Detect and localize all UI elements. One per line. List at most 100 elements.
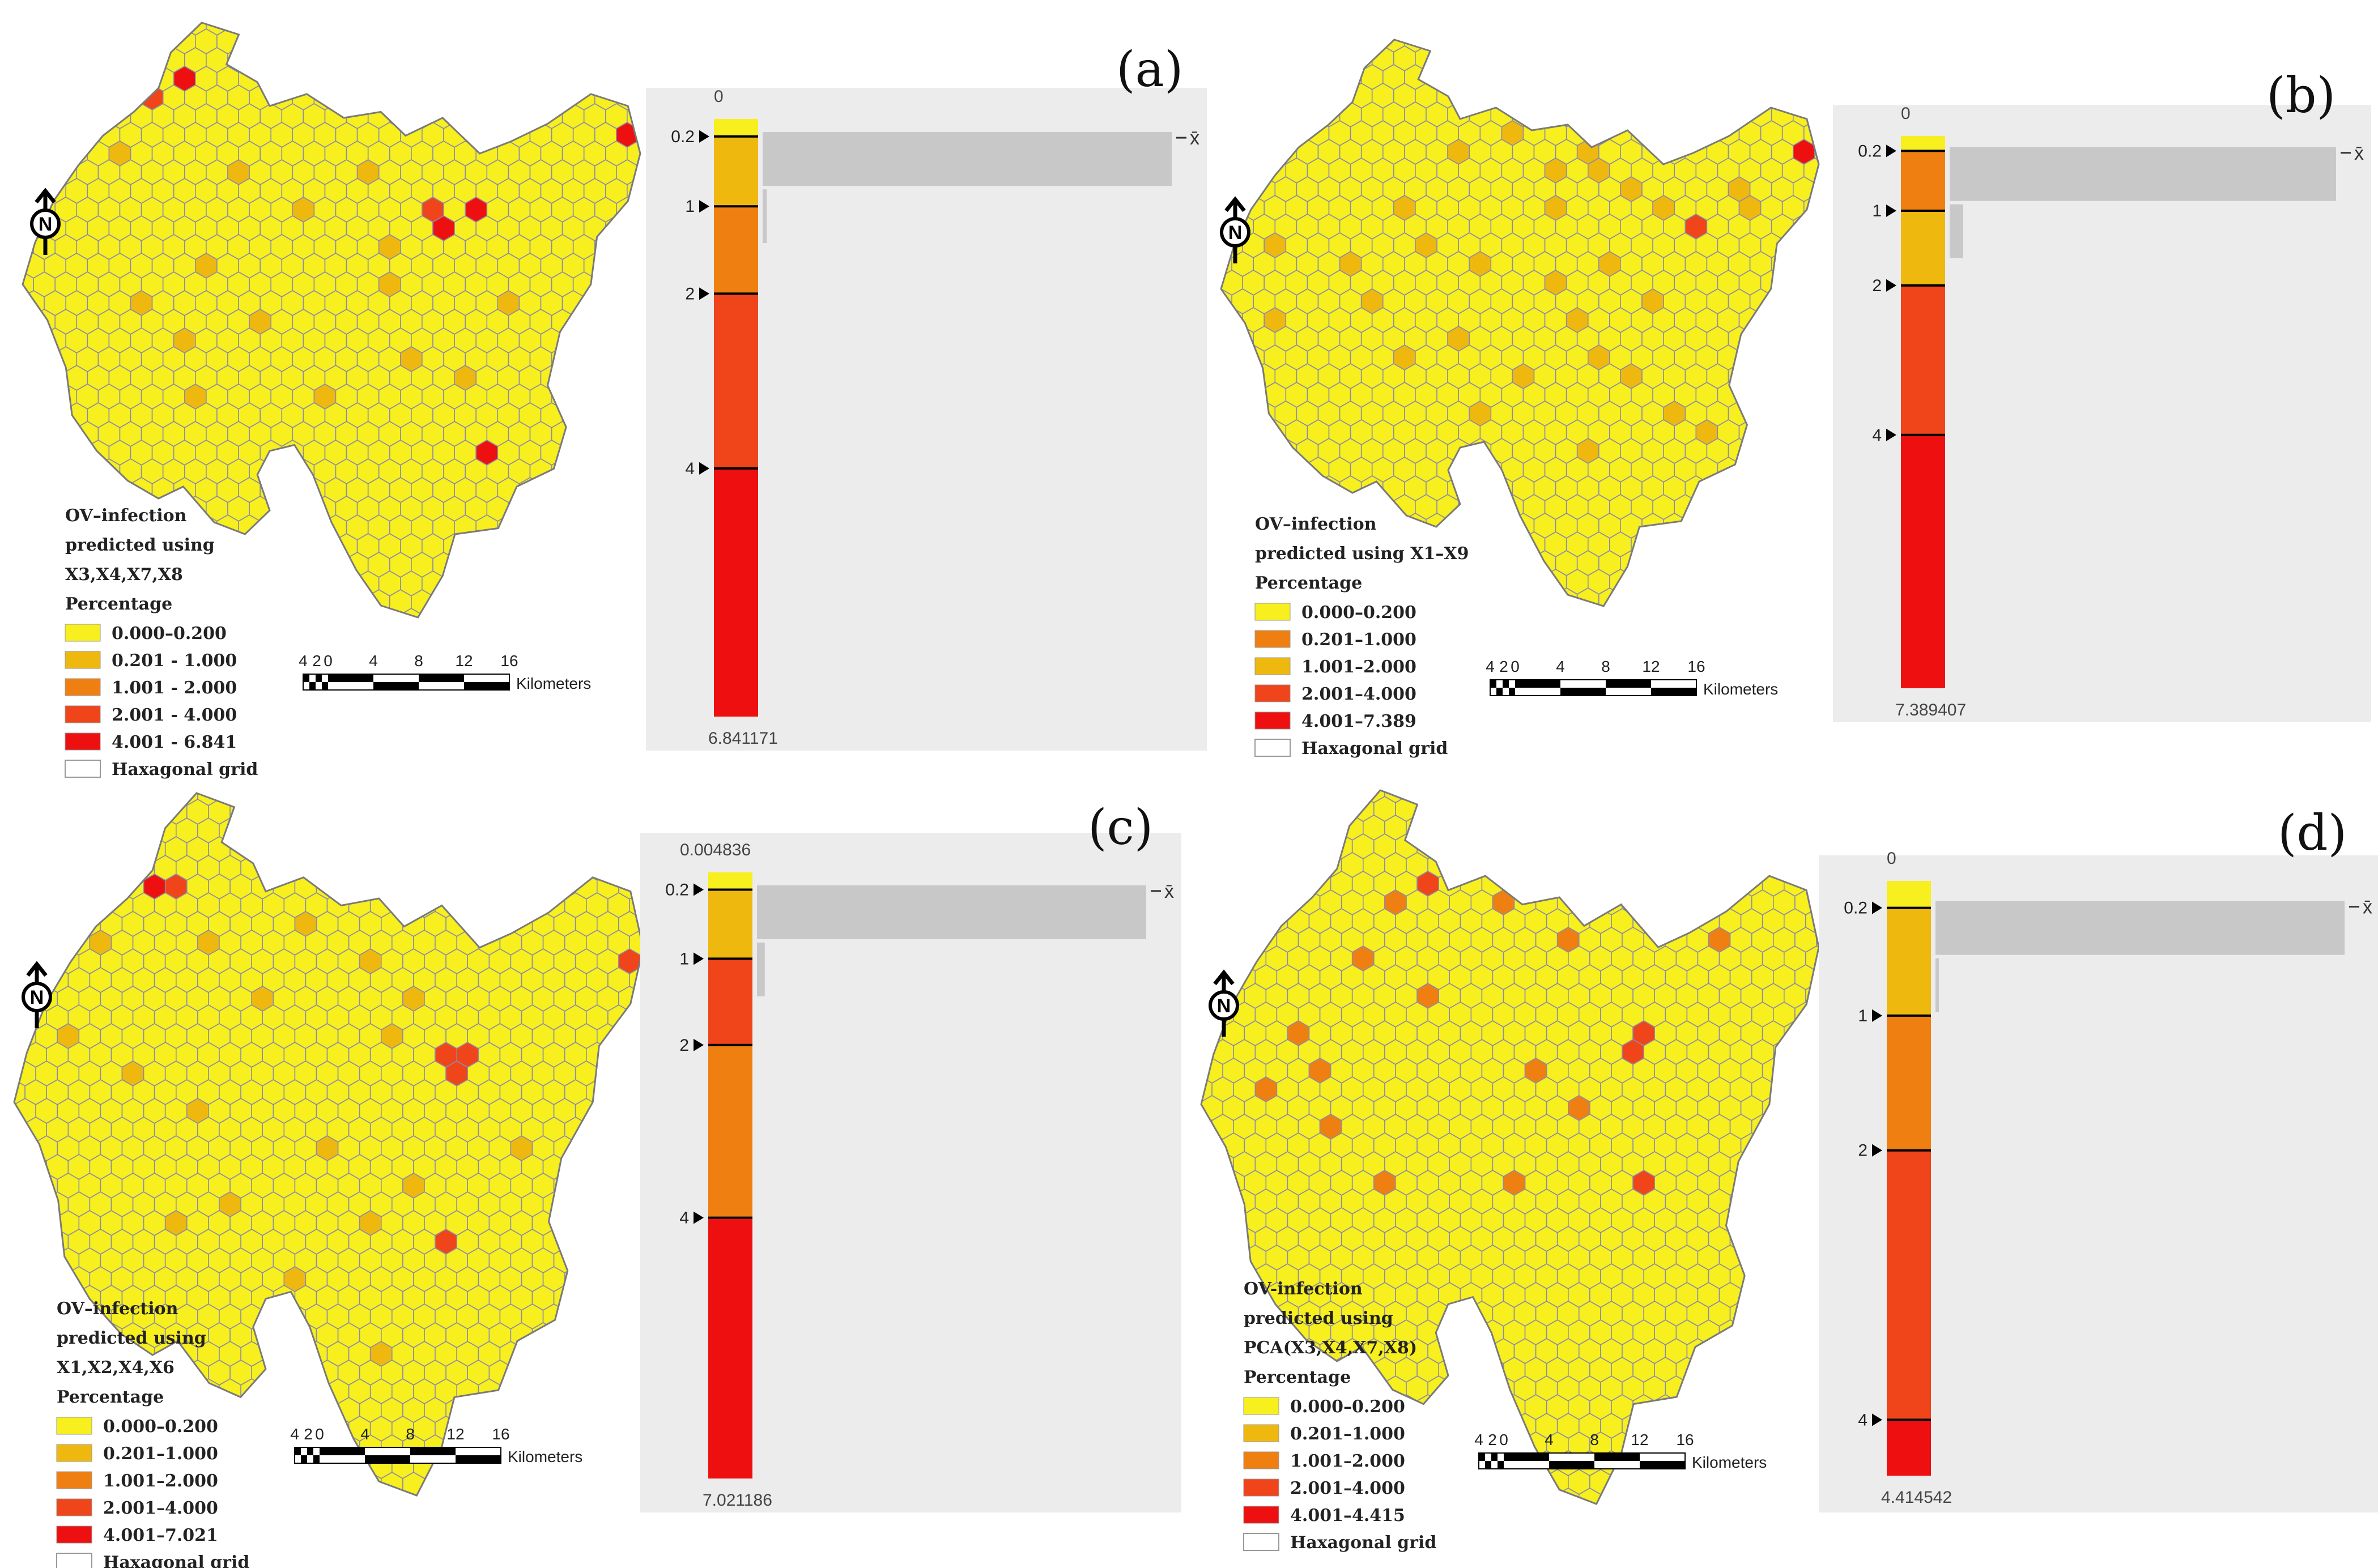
study-area-boundary [13, 792, 644, 1497]
hex-cell [402, 836, 425, 862]
hex-cell [605, 589, 628, 615]
hex-cell [1781, 232, 1805, 258]
hex-cell [454, 627, 476, 652]
hex-cell [1598, 40, 1621, 53]
hex-cell [1784, 1469, 1806, 1495]
hex-cell [1793, 363, 1815, 389]
hex-cell [1687, 1526, 1708, 1550]
hex-cell [575, 1210, 598, 1236]
hex-cell [1838, 778, 1860, 803]
hex-cell [1449, 852, 1472, 878]
hex-cell [1341, 790, 1364, 803]
hex-cell [1838, 1526, 1860, 1550]
hex-cell [65, 103, 88, 129]
hex-cell [360, 1510, 381, 1535]
legend-swatch [1243, 1397, 1279, 1415]
hex-cell [1231, 587, 1254, 606]
histogram-max-label: 7.021186 [703, 1491, 772, 1510]
hex-cell [640, 1510, 662, 1535]
hex-cell [1675, 1394, 1699, 1420]
hex-cell [616, 421, 639, 447]
hex-cell [1751, 1301, 1774, 1327]
hex-cell [238, 28, 261, 54]
scale-bar-segment [1509, 688, 1515, 696]
hex-cell [1784, 796, 1806, 822]
scale-tick-label: 0 [315, 1425, 324, 1443]
hex-cell [283, 1490, 307, 1495]
hex-cell [1718, 871, 1742, 897]
hex-cell [1438, 833, 1461, 859]
hex-cell [273, 1360, 296, 1386]
hex-cell [1611, 833, 1633, 859]
hex-cell [1684, 40, 1708, 53]
hex-cell [508, 23, 531, 36]
hex-cell [1749, 363, 1772, 389]
hex-cell [497, 28, 520, 54]
hex-cell [1760, 457, 1783, 483]
hex-cell [553, 1472, 576, 1495]
hex-cell [531, 799, 555, 825]
legend-swatch [1243, 1451, 1279, 1469]
hex-cell [23, 458, 34, 484]
hex-cell [1470, 852, 1494, 878]
hex-cell [1503, 1469, 1526, 1495]
hex-cell [1817, 1526, 1838, 1550]
hex-cell [1751, 1151, 1774, 1177]
hex-cell [1211, 1301, 1234, 1327]
hex-cell [1211, 927, 1234, 953]
hex-cell [1264, 83, 1287, 109]
hex-cell [1738, 494, 1762, 520]
hex-cell [1771, 587, 1794, 606]
hex-cell [14, 1434, 36, 1460]
hex-cell [227, 570, 250, 596]
hex-cell [627, 290, 640, 316]
hex-cell [488, 911, 512, 937]
hex-cell [1221, 120, 1243, 146]
hex-cell [1717, 83, 1740, 109]
hex-cell [1794, 1263, 1817, 1289]
legend-grid-label: Haxagonal grid [1290, 1533, 1436, 1553]
hex-cell [184, 570, 207, 596]
hex-cell [316, 799, 339, 825]
hex-cell [54, 458, 78, 484]
hex-cell [540, 552, 563, 578]
hex-cell [1771, 400, 1794, 427]
legend-class-label: 0.000–0.200 [1290, 1397, 1405, 1417]
hex-cell [348, 793, 371, 806]
hex-cell [1522, 83, 1546, 109]
hex-cell [251, 836, 274, 862]
hex-cell [44, 402, 66, 428]
hex-cell [1708, 815, 1731, 841]
break-label: 2 [1872, 276, 1882, 295]
hex-cell [1201, 1226, 1213, 1252]
hex-cell [475, 103, 499, 129]
hex-cell [313, 23, 337, 36]
hex-cell [359, 874, 382, 900]
hex-cell [607, 1154, 630, 1180]
hex-cell [44, 552, 66, 578]
hex-cell [1749, 64, 1772, 90]
hex-cell [14, 911, 36, 937]
hex-cell [619, 1510, 640, 1535]
hex-cell [618, 1322, 641, 1348]
hex-cell [44, 514, 66, 540]
hex-cell [518, 589, 542, 615]
hex-cell [1653, 607, 1674, 632]
hex-cell [1317, 64, 1341, 90]
histogram-bar [757, 885, 1146, 939]
hex-cell [586, 1378, 609, 1404]
hex-cell [1501, 83, 1524, 109]
hex-cell [57, 911, 80, 937]
hex-cell [1675, 871, 1699, 897]
hex-cell [618, 836, 641, 862]
legend-class-label: 4.001–4.415 [1290, 1506, 1405, 1526]
histogram-min-label: 0 [714, 87, 724, 106]
hex-cell [627, 253, 640, 279]
hex-cell [262, 1303, 285, 1330]
hex-cell [23, 496, 34, 522]
hex-cell [583, 552, 606, 578]
hex-cell [33, 458, 56, 484]
hex-cell [607, 1341, 630, 1367]
hex-cell [1544, 45, 1567, 71]
